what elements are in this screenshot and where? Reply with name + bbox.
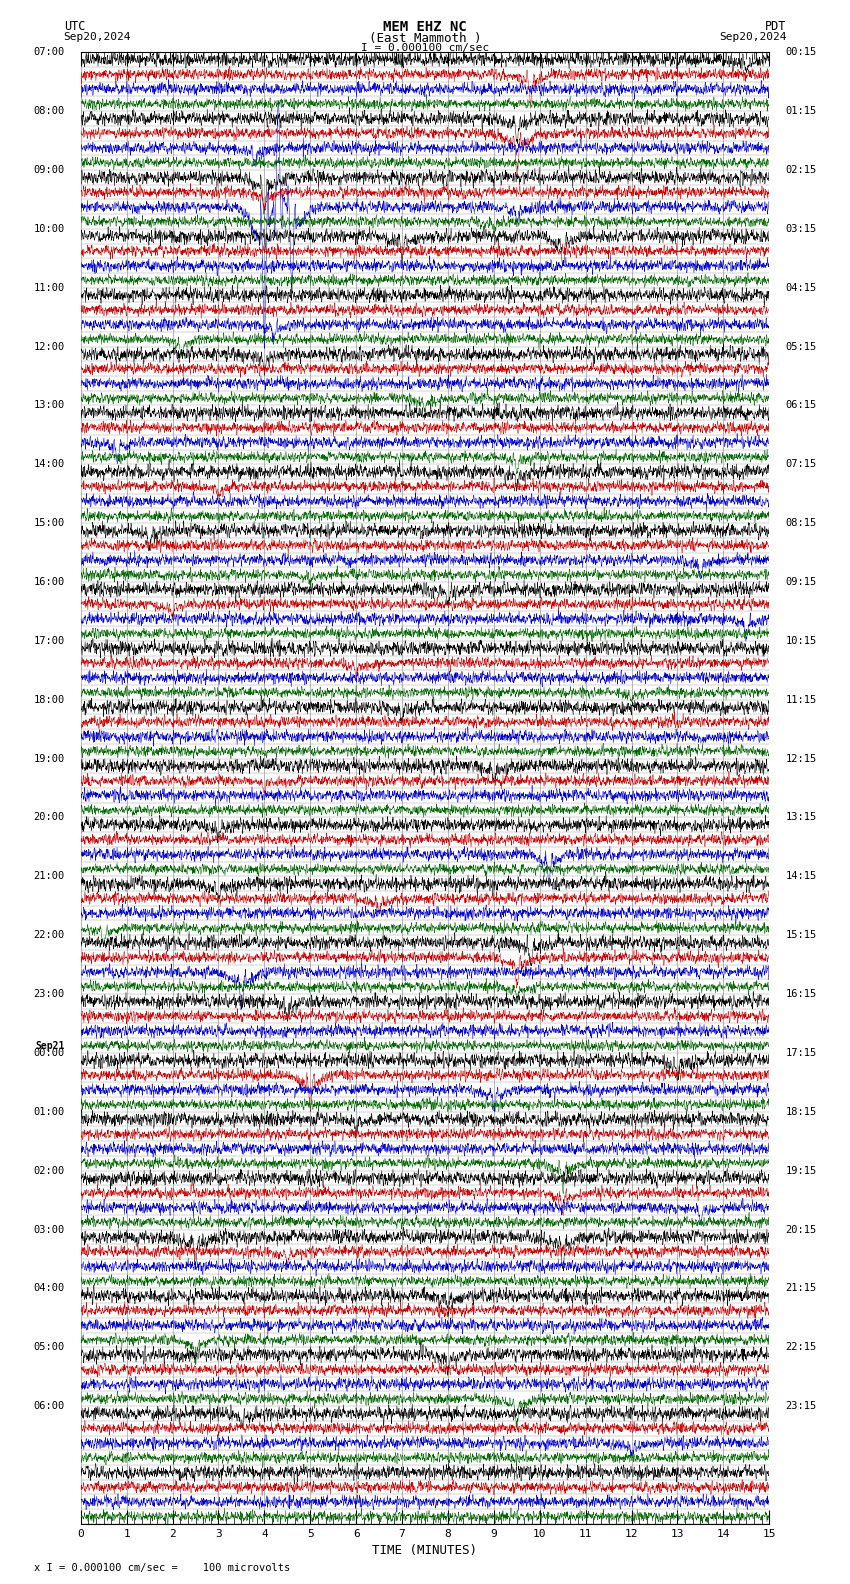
Text: 12:00: 12:00: [33, 342, 65, 352]
Text: 23:00: 23:00: [33, 988, 65, 1000]
Text: 19:15: 19:15: [785, 1166, 817, 1175]
Text: Sep20,2024: Sep20,2024: [719, 32, 786, 41]
Text: 22:00: 22:00: [33, 930, 65, 941]
Text: 14:00: 14:00: [33, 459, 65, 469]
Text: 16:15: 16:15: [785, 988, 817, 1000]
Text: 23:15: 23:15: [785, 1402, 817, 1411]
Text: 02:00: 02:00: [33, 1166, 65, 1175]
Text: 20:00: 20:00: [33, 813, 65, 822]
Text: 09:00: 09:00: [33, 165, 65, 174]
Text: 06:00: 06:00: [33, 1402, 65, 1411]
Text: UTC: UTC: [64, 19, 85, 33]
Text: 08:00: 08:00: [33, 106, 65, 116]
Text: 05:15: 05:15: [785, 342, 817, 352]
Text: 13:15: 13:15: [785, 813, 817, 822]
Text: 10:15: 10:15: [785, 635, 817, 646]
Text: Sep20,2024: Sep20,2024: [64, 32, 131, 41]
Text: 04:00: 04:00: [33, 1283, 65, 1294]
Text: 17:15: 17:15: [785, 1049, 817, 1058]
Text: 12:15: 12:15: [785, 754, 817, 763]
Text: 06:15: 06:15: [785, 401, 817, 410]
Text: 16:00: 16:00: [33, 577, 65, 588]
Text: 11:00: 11:00: [33, 282, 65, 293]
Text: 07:00: 07:00: [33, 48, 65, 57]
Text: 10:00: 10:00: [33, 223, 65, 234]
Text: 00:00: 00:00: [33, 1049, 65, 1058]
Text: 20:15: 20:15: [785, 1224, 817, 1234]
Text: 01:00: 01:00: [33, 1107, 65, 1117]
Text: 01:15: 01:15: [785, 106, 817, 116]
Text: 04:15: 04:15: [785, 282, 817, 293]
Text: 15:00: 15:00: [33, 518, 65, 527]
Text: 02:15: 02:15: [785, 165, 817, 174]
Text: x I = 0.000100 cm/sec =    100 microvolts: x I = 0.000100 cm/sec = 100 microvolts: [34, 1563, 290, 1573]
Text: I = 0.000100 cm/sec: I = 0.000100 cm/sec: [361, 43, 489, 52]
Text: 03:00: 03:00: [33, 1224, 65, 1234]
Text: 13:00: 13:00: [33, 401, 65, 410]
Text: 18:15: 18:15: [785, 1107, 817, 1117]
Text: 22:15: 22:15: [785, 1342, 817, 1353]
Text: 07:15: 07:15: [785, 459, 817, 469]
Text: PDT: PDT: [765, 19, 786, 33]
Text: 19:00: 19:00: [33, 754, 65, 763]
Text: 21:00: 21:00: [33, 871, 65, 881]
Text: 00:15: 00:15: [785, 48, 817, 57]
Text: Sep21: Sep21: [36, 1041, 65, 1050]
X-axis label: TIME (MINUTES): TIME (MINUTES): [372, 1544, 478, 1557]
Text: 15:15: 15:15: [785, 930, 817, 941]
Text: 09:15: 09:15: [785, 577, 817, 588]
Text: 03:15: 03:15: [785, 223, 817, 234]
Text: 17:00: 17:00: [33, 635, 65, 646]
Text: 21:15: 21:15: [785, 1283, 817, 1294]
Text: 18:00: 18:00: [33, 695, 65, 705]
Text: 11:15: 11:15: [785, 695, 817, 705]
Text: 08:15: 08:15: [785, 518, 817, 527]
Text: (East Mammoth ): (East Mammoth ): [369, 32, 481, 44]
Text: 14:15: 14:15: [785, 871, 817, 881]
Text: 05:00: 05:00: [33, 1342, 65, 1353]
Text: MEM EHZ NC: MEM EHZ NC: [383, 19, 467, 33]
